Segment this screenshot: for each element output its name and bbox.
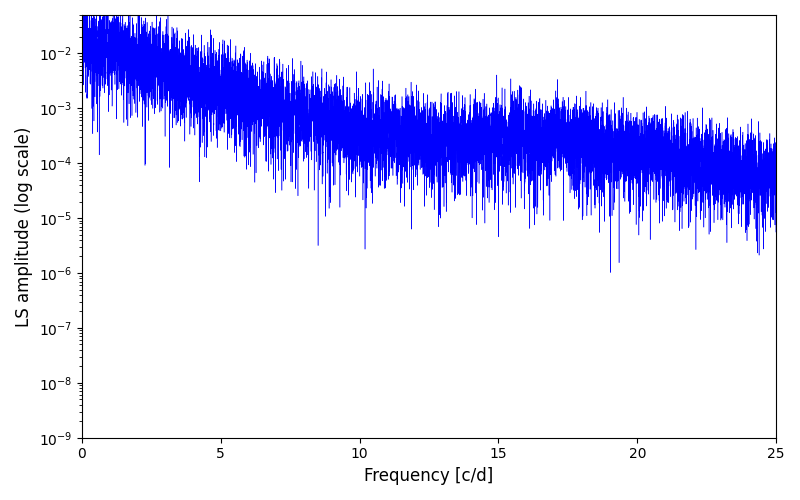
Y-axis label: LS amplitude (log scale): LS amplitude (log scale) — [15, 126, 33, 326]
X-axis label: Frequency [c/d]: Frequency [c/d] — [364, 467, 494, 485]
